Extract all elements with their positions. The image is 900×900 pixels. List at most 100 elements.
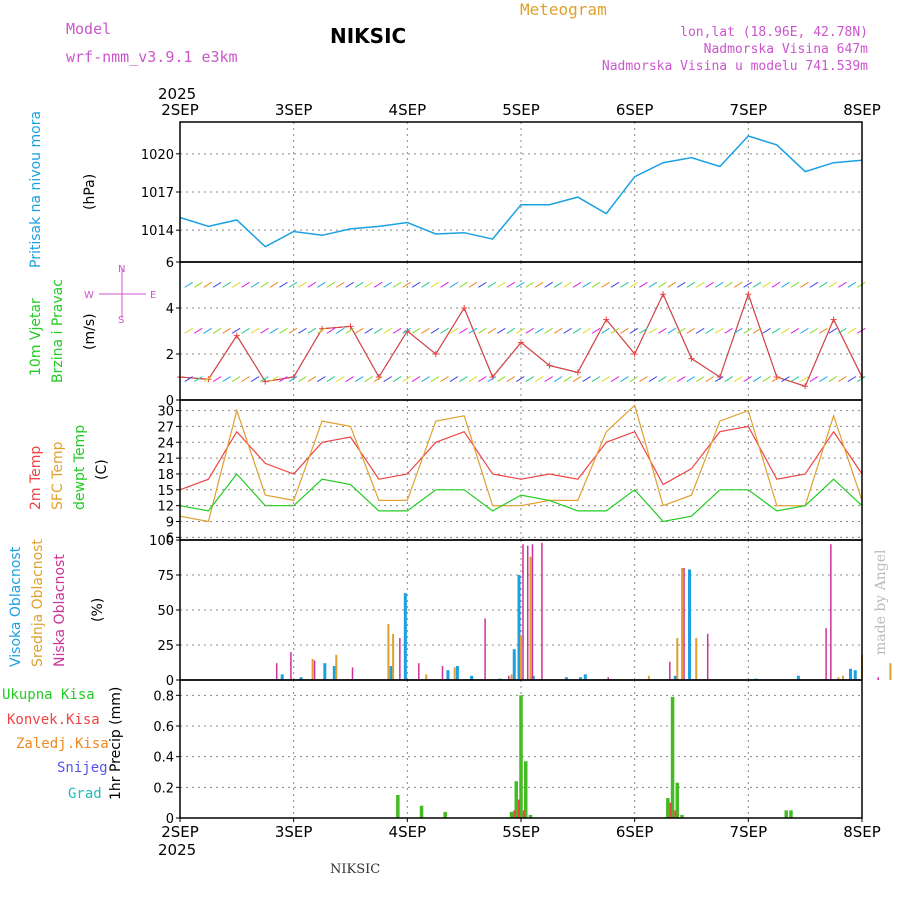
low-cloud-bar <box>441 666 444 680</box>
precip-legend-conv: Konvek.Kisa <box>7 712 100 728</box>
wind-arrow <box>695 376 705 383</box>
wind-arrow <box>421 327 430 334</box>
wind-arrow <box>345 376 355 383</box>
wind-arrow <box>506 376 516 383</box>
wind-arrow <box>752 281 762 288</box>
wind-arrow <box>525 376 535 383</box>
low-cloud-bar <box>508 675 510 680</box>
wind-arrow <box>298 327 307 334</box>
wind-arrow <box>809 327 819 334</box>
high-cloud-bar <box>446 670 450 680</box>
mid-cloud-bar <box>453 667 456 680</box>
low-cloud-bar <box>275 663 278 680</box>
wind-arrow <box>269 281 279 288</box>
wind-arrow <box>478 327 487 334</box>
high-cloud-bar <box>389 666 393 680</box>
wind-arrow <box>364 281 373 288</box>
total-precip-bar <box>419 805 424 818</box>
wind-arrow <box>534 327 544 334</box>
wind-arrow <box>193 376 203 383</box>
wind-arrow <box>591 327 601 334</box>
day-label-top: 7SEP <box>730 101 768 119</box>
wind-speed-marker <box>432 351 439 357</box>
wind-arrow <box>658 281 667 288</box>
y-tick-label: 75 <box>157 569 174 584</box>
wind-arrow <box>354 376 364 383</box>
total-precip-bar <box>523 761 528 818</box>
wind-arrow <box>648 327 658 334</box>
wind-arrow <box>705 327 714 334</box>
day-label-bottom: 8SEP <box>843 823 881 841</box>
wind-arrow <box>572 327 582 334</box>
wind-arrow <box>733 281 743 288</box>
wind-arrow <box>762 327 771 334</box>
y-tick-label: 6 <box>166 531 174 546</box>
wind-arrow <box>781 281 790 288</box>
high-cloud-bar <box>512 649 516 680</box>
mid-cloud-bar <box>335 654 338 680</box>
t2m-line <box>179 425 863 491</box>
wind-arrow <box>354 327 364 334</box>
wind-arrow <box>506 327 516 334</box>
wind-arrow <box>705 376 714 383</box>
wind-speed-marker <box>631 351 638 357</box>
day-label-bottom: 5SEP <box>502 823 540 841</box>
day-label-top: 3SEP <box>275 101 313 119</box>
day-label-bottom: 4SEP <box>389 823 427 841</box>
low-cloud-bar <box>522 544 524 680</box>
wind-arrow <box>336 376 345 383</box>
lonlat-text: lon,lat (18.96E, 42.78N) <box>680 25 868 40</box>
sfc-temp-line <box>179 404 863 523</box>
wind-speed-marker <box>404 328 411 334</box>
y-tick-label: 27 <box>157 420 174 435</box>
mid-cloud-bar <box>529 556 532 680</box>
wind-arrow <box>838 281 847 288</box>
wind-arrow <box>383 327 392 334</box>
wind-arrow <box>544 327 553 334</box>
wind-arrow <box>686 281 696 288</box>
wind-arrow <box>478 281 487 288</box>
wind-arrow <box>317 376 326 383</box>
wind-arrow <box>733 327 743 334</box>
high-cloud-bar <box>280 674 284 680</box>
wind-arrow <box>288 376 298 383</box>
wind-arrow <box>269 327 279 334</box>
wind-arrow <box>838 327 847 334</box>
wind-arrow <box>497 327 506 334</box>
wind-arrow <box>241 327 250 334</box>
wind-arrow <box>279 281 288 288</box>
wind-arrow <box>534 376 544 383</box>
day-label-bottom: 7SEP <box>730 823 768 841</box>
wind-speed-marker <box>603 316 610 323</box>
wind-arrow <box>724 281 733 288</box>
wind-arrow <box>260 376 269 383</box>
wind-arrow <box>440 327 449 334</box>
wind-arrow <box>648 281 658 288</box>
wind-arrow <box>430 376 440 383</box>
wind-arrow <box>762 376 771 383</box>
wind-arrow <box>459 327 468 334</box>
wind-arrow <box>714 376 724 383</box>
compass-e: E <box>150 290 156 301</box>
precip-legend-snow: Snijeg <box>57 760 108 776</box>
wind-arrow <box>819 376 828 383</box>
wind-arrow <box>724 327 733 334</box>
wind-arrow <box>544 281 553 288</box>
wind-arrow <box>241 281 250 288</box>
wind-arrow <box>459 376 468 383</box>
footer-station: NIKSIC <box>330 862 381 877</box>
mid-cloud-bar <box>837 677 840 680</box>
wind-arrow <box>563 327 572 334</box>
wind-arrow <box>828 281 838 288</box>
wind-arrow <box>326 281 336 288</box>
wind-arrow <box>809 281 819 288</box>
high-cloud-bar <box>673 675 677 680</box>
wind-arrow <box>193 281 203 288</box>
wind-compass-icon: N S W E <box>84 264 156 326</box>
year-label-bottom: 2025 <box>158 841 196 859</box>
model-elevation-text: Nadmorska Visina u modelu 741.539m <box>601 59 868 74</box>
wind-speed-marker <box>518 339 524 346</box>
wind-speed-marker <box>745 291 752 298</box>
wind-arrow <box>771 376 781 383</box>
